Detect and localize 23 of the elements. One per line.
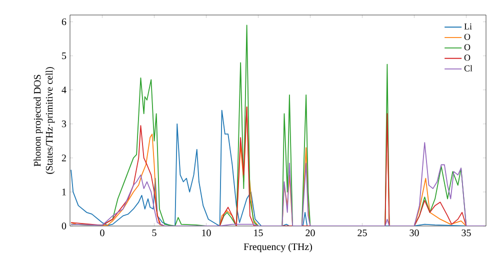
x-tick-label: 10 <box>202 230 211 236</box>
y-tick-label: 6 <box>62 18 66 26</box>
x-tick-label: 0 <box>100 230 104 236</box>
x-tick-label: 30 <box>410 230 419 236</box>
y-tick-label: 1 <box>62 188 66 196</box>
x-tick-label: 25 <box>358 230 367 236</box>
legend-label: Cl <box>464 65 472 72</box>
legend-label: Li <box>464 23 472 30</box>
y-tick-label: 3 <box>62 120 66 128</box>
x-tick-label: 35 <box>462 230 471 236</box>
y-tick-label: 2 <box>62 154 66 162</box>
x-tick-label: 20 <box>306 230 315 236</box>
legend-label: O <box>464 44 470 50</box>
legend-label: O <box>464 54 470 61</box>
y-axis-title: Phonon projected DOS (States/THz·primitive cell) <box>34 67 55 174</box>
x-axis-title: Frequency (THz) <box>244 243 312 252</box>
y-tick-label: 5 <box>62 52 66 60</box>
x-tick-label: 5 <box>152 230 156 236</box>
line-series <box>70 142 486 226</box>
x-tick-label: 15 <box>254 230 263 236</box>
legend-label: O <box>464 34 470 40</box>
y-tick-label: 4 <box>62 86 66 94</box>
y-tick-label: 0 <box>62 222 66 230</box>
